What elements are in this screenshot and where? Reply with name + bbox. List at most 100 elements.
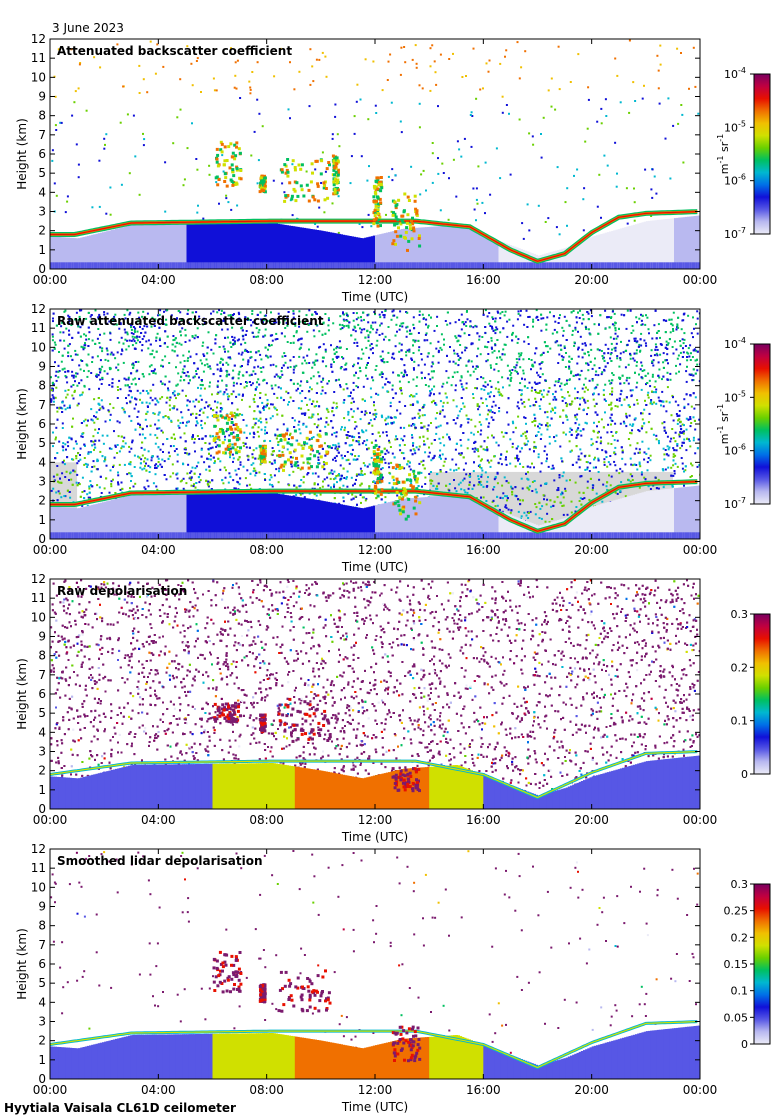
surface-layer-column bbox=[160, 262, 164, 269]
noise-pixel bbox=[583, 399, 586, 402]
noise-pixel bbox=[153, 356, 156, 359]
surface-layer-column bbox=[383, 262, 387, 269]
noise-pixel bbox=[554, 108, 557, 111]
boundary-layer-column bbox=[450, 225, 454, 269]
noise-pixel bbox=[80, 379, 83, 382]
surface-layer-column bbox=[693, 262, 697, 269]
surface-layer-column bbox=[225, 262, 229, 269]
noise-pixel bbox=[252, 417, 255, 420]
noise-pixel bbox=[93, 56, 96, 59]
noise-pixel bbox=[647, 457, 650, 459]
noise-pixel bbox=[409, 468, 412, 471]
noise-pixel bbox=[531, 481, 534, 483]
surface-layer-column bbox=[186, 262, 190, 269]
surface-layer-column bbox=[375, 262, 378, 269]
cloud-pixel bbox=[415, 209, 419, 213]
noise-pixel bbox=[418, 314, 421, 316]
noise-pixel bbox=[83, 463, 86, 466]
noise-pixel bbox=[436, 473, 439, 475]
noise-pixel bbox=[52, 400, 55, 403]
noise-pixel bbox=[694, 428, 697, 431]
surface-layer-column bbox=[550, 262, 554, 269]
noise-pixel bbox=[640, 361, 643, 364]
noise-pixel bbox=[533, 381, 536, 384]
noise-pixel bbox=[583, 383, 585, 386]
boundary-layer-column bbox=[91, 234, 94, 269]
noise-pixel bbox=[105, 347, 108, 350]
noise-pixel bbox=[693, 348, 696, 351]
noise-pixel bbox=[195, 373, 198, 375]
noise-pixel bbox=[168, 399, 171, 402]
noise-pixel bbox=[472, 397, 475, 399]
noise-pixel bbox=[647, 328, 650, 331]
noise-pixel bbox=[556, 166, 559, 169]
surface-layer-column bbox=[669, 262, 673, 269]
noise-pixel bbox=[103, 332, 106, 335]
noise-pixel bbox=[511, 487, 514, 490]
noise-pixel bbox=[117, 435, 120, 438]
noise-pixel bbox=[252, 436, 255, 439]
cloud-pixel bbox=[302, 194, 306, 198]
noise-pixel bbox=[144, 457, 147, 460]
noise-pixel bbox=[235, 473, 238, 476]
cloud-pixel bbox=[415, 211, 419, 215]
noise-pixel bbox=[242, 465, 245, 468]
noise-pixel bbox=[480, 423, 483, 426]
surface-layer-column bbox=[286, 262, 289, 269]
cloud-pixel bbox=[313, 198, 317, 202]
noise-pixel bbox=[506, 364, 509, 367]
noise-pixel bbox=[81, 476, 84, 479]
boundary-layer-column bbox=[143, 224, 146, 269]
noise-pixel bbox=[454, 422, 457, 425]
boundary-layer-column bbox=[54, 236, 57, 269]
cloud-pixel bbox=[288, 181, 292, 185]
noise-pixel bbox=[99, 450, 102, 453]
noise-pixel bbox=[585, 461, 588, 463]
noise-pixel bbox=[230, 208, 233, 211]
noise-pixel bbox=[74, 353, 77, 356]
boundary-layer-column bbox=[177, 224, 181, 269]
cloud-pixel bbox=[328, 163, 331, 167]
cloud-pixel bbox=[220, 150, 224, 154]
noise-pixel bbox=[172, 142, 175, 145]
noise-pixel bbox=[323, 478, 326, 481]
noise-pixel bbox=[632, 357, 635, 360]
noise-pixel bbox=[568, 379, 571, 381]
noise-pixel bbox=[388, 466, 391, 469]
cloud-pixel bbox=[311, 171, 314, 175]
surface-layer-column bbox=[518, 262, 521, 269]
noise-pixel bbox=[72, 397, 75, 400]
noise-pixel bbox=[413, 416, 416, 419]
noise-pixel bbox=[318, 330, 321, 333]
noise-pixel bbox=[149, 466, 152, 469]
boundary-layer-column bbox=[524, 250, 528, 269]
cloud-pixel bbox=[372, 222, 376, 226]
noise-pixel bbox=[342, 500, 345, 503]
surface-layer-column bbox=[130, 262, 133, 269]
noise-pixel bbox=[550, 410, 552, 413]
surface-layer-column bbox=[574, 262, 577, 269]
noise-pixel bbox=[322, 343, 325, 346]
noise-pixel bbox=[354, 330, 357, 333]
noise-pixel bbox=[218, 323, 220, 326]
noise-pixel bbox=[452, 158, 455, 161]
noise-pixel bbox=[157, 419, 160, 422]
noise-pixel bbox=[690, 422, 693, 424]
surface-layer-column bbox=[264, 262, 268, 269]
noise-pixel bbox=[672, 453, 675, 456]
cloud-pixel bbox=[293, 168, 297, 172]
noise-pixel bbox=[291, 456, 294, 459]
noise-pixel bbox=[331, 472, 334, 475]
noise-pixel bbox=[329, 477, 332, 480]
noise-pixel bbox=[485, 500, 488, 502]
surface-layer-column bbox=[676, 262, 679, 269]
surface-layer-column bbox=[398, 262, 402, 269]
noise-pixel bbox=[363, 318, 365, 321]
noise-pixel bbox=[504, 431, 507, 434]
boundary-layer-column bbox=[375, 235, 378, 269]
boundary-layer-column bbox=[245, 223, 248, 269]
noise-pixel bbox=[546, 425, 549, 428]
surface-layer-column bbox=[210, 262, 213, 269]
noise-pixel bbox=[199, 359, 202, 362]
boundary-layer-column bbox=[563, 248, 567, 269]
